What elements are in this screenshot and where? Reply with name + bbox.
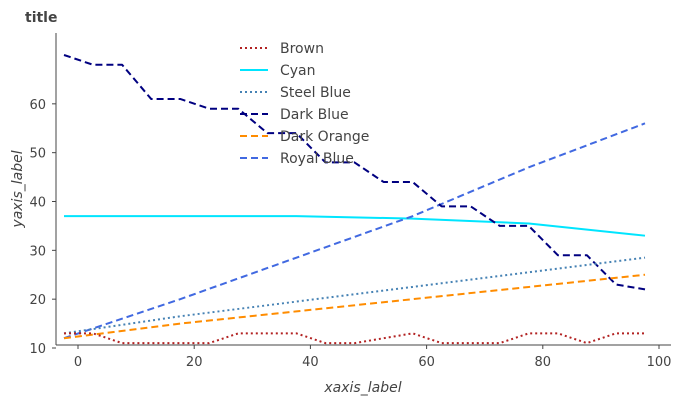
legend-label-cyan: Cyan	[280, 63, 316, 79]
y-tick-label: 10	[29, 342, 46, 357]
x-tick-label: 100	[647, 355, 672, 370]
y-axis-title: yaxis_label	[10, 150, 26, 228]
series-line-royal-blue	[63, 122, 646, 340]
series-line-steel-blue	[63, 256, 646, 335]
chart-title: title	[25, 10, 57, 26]
legend-label-dark-orange: Dark Orange	[280, 129, 369, 145]
y-tick-label: 60	[29, 98, 46, 113]
y-tick-label: 30	[29, 244, 46, 259]
x-axis-title: xaxis_label	[323, 380, 401, 396]
x-tick-label: 0	[74, 355, 82, 370]
legend-label-royal-blue: Royal Blue	[280, 151, 354, 167]
series-line-dark-blue	[63, 54, 646, 291]
series-line-brown	[64, 332, 645, 345]
y-tick-label: 50	[29, 147, 46, 162]
legend-label-steel-blue: Steel Blue	[280, 85, 351, 101]
x-tick-label: 20	[186, 355, 203, 370]
x-tick-label: 40	[302, 355, 319, 370]
legend: Brown Cyan Steel Blue Dark Blue Dark Orange R…	[240, 41, 369, 167]
series-line-dark-orange	[63, 273, 646, 340]
y-tick-label: 40	[29, 196, 46, 211]
series-group	[63, 54, 646, 345]
x-tick-label: 60	[418, 355, 435, 370]
y-tick-label: 20	[29, 293, 46, 308]
legend-label-dark-blue: Dark Blue	[280, 107, 349, 123]
legend-label-brown: Brown	[280, 41, 324, 57]
x-tick-label: 80	[535, 355, 552, 370]
x-ticks: 0 20 40 60 80 100	[74, 345, 672, 370]
series-line-cyan	[64, 215, 646, 237]
y-ticks: 10 20 30 40 50 60	[29, 98, 56, 357]
